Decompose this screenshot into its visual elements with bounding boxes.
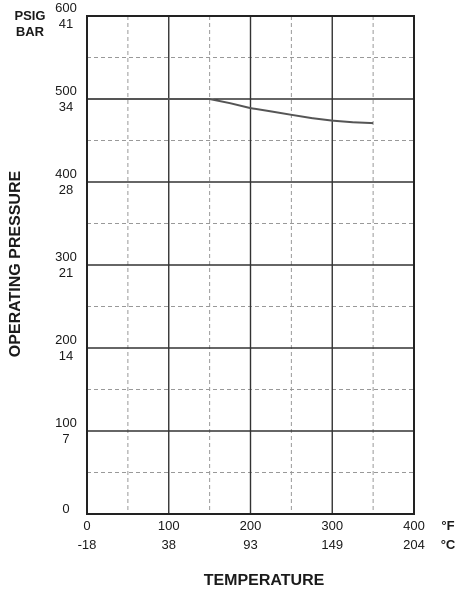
y-tick-label-bar: 34 (59, 99, 73, 114)
series-layer (87, 98, 374, 125)
y-tick-label-bar: 14 (59, 348, 73, 363)
y-tick-label-psig: 0 (62, 501, 69, 516)
x-axis-labels: 0 -18 100 38 200 93 300 149 400 204 (78, 518, 425, 552)
y-tick-label-bar: 28 (59, 182, 73, 197)
y-tick-label-bar: 41 (59, 16, 73, 31)
x-tick-label-c: 93 (243, 537, 257, 552)
x-tick-label-c: 38 (162, 537, 176, 552)
y-tick-label-psig: 100 (55, 415, 77, 430)
x-tick-label-c: 204 (403, 537, 425, 552)
x-tick-label-c: -18 (78, 537, 97, 552)
y-axis-title: OPERATING PRESSURE (7, 170, 24, 357)
y-tick-label-psig: 300 (55, 249, 77, 264)
y-tick-label-psig: 500 (55, 83, 77, 98)
x-tick-label-f: 400 (403, 518, 425, 533)
y-tick-label-psig: 400 (55, 166, 77, 181)
y-tick-label-psig: 600 (55, 0, 77, 15)
x-tick-label-f: 200 (240, 518, 262, 533)
y-tick-label-bar: 21 (59, 265, 73, 280)
x-primary-unit: °F (441, 518, 454, 533)
x-secondary-unit: °C (441, 537, 456, 552)
y-tick-label-psig: 200 (55, 332, 77, 347)
x-tick-label-f: 0 (83, 518, 90, 533)
major-grid (87, 16, 414, 514)
y-tick-label-bar: 7 (62, 431, 69, 446)
plot-frame (86, 15, 415, 515)
y-primary-unit: PSIG (14, 8, 45, 23)
x-tick-label-c: 149 (321, 537, 343, 552)
x-tick-label-f: 100 (158, 518, 180, 533)
y-secondary-unit: BAR (16, 24, 45, 39)
x-axis-title: TEMPERATURE (204, 572, 325, 589)
x-tick-label-f: 300 (321, 518, 343, 533)
pressure-curve (87, 98, 374, 125)
